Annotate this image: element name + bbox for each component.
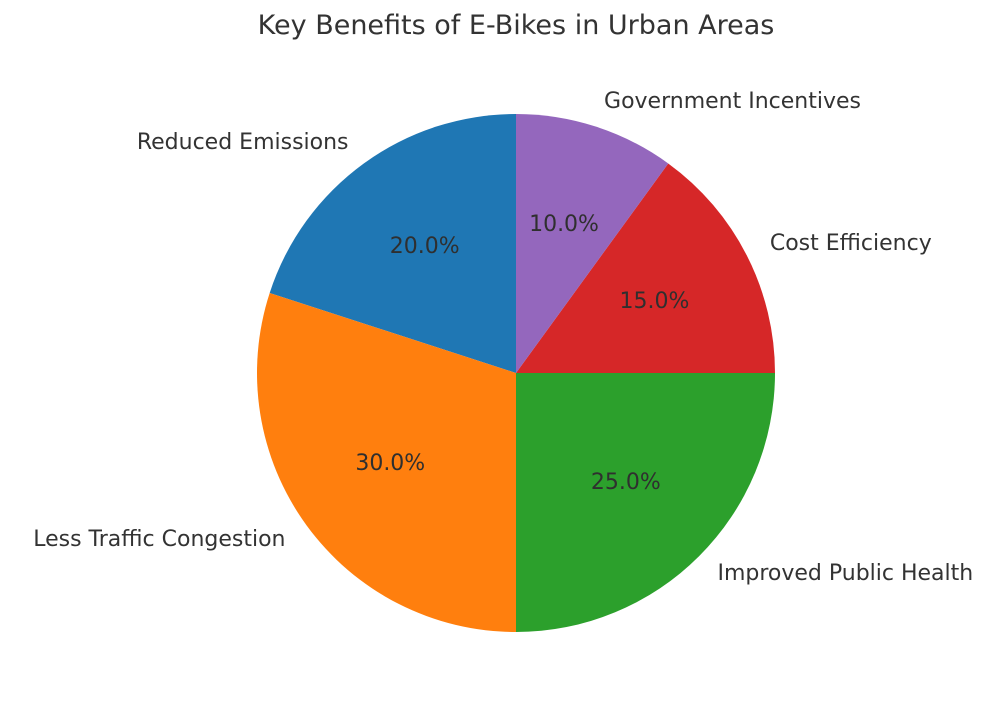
pie-slice-reduced-emissions: [269, 114, 516, 373]
pie-slice-cost-efficiency: [516, 163, 775, 373]
chart-title: Key Benefits of E-Bikes in Urban Areas: [257, 10, 775, 41]
pie-slice-less-traffic-congestion: [257, 292, 516, 632]
pie-slice-government-incentives: [516, 114, 669, 373]
pie-slice-improved-public-health: [516, 373, 775, 632]
